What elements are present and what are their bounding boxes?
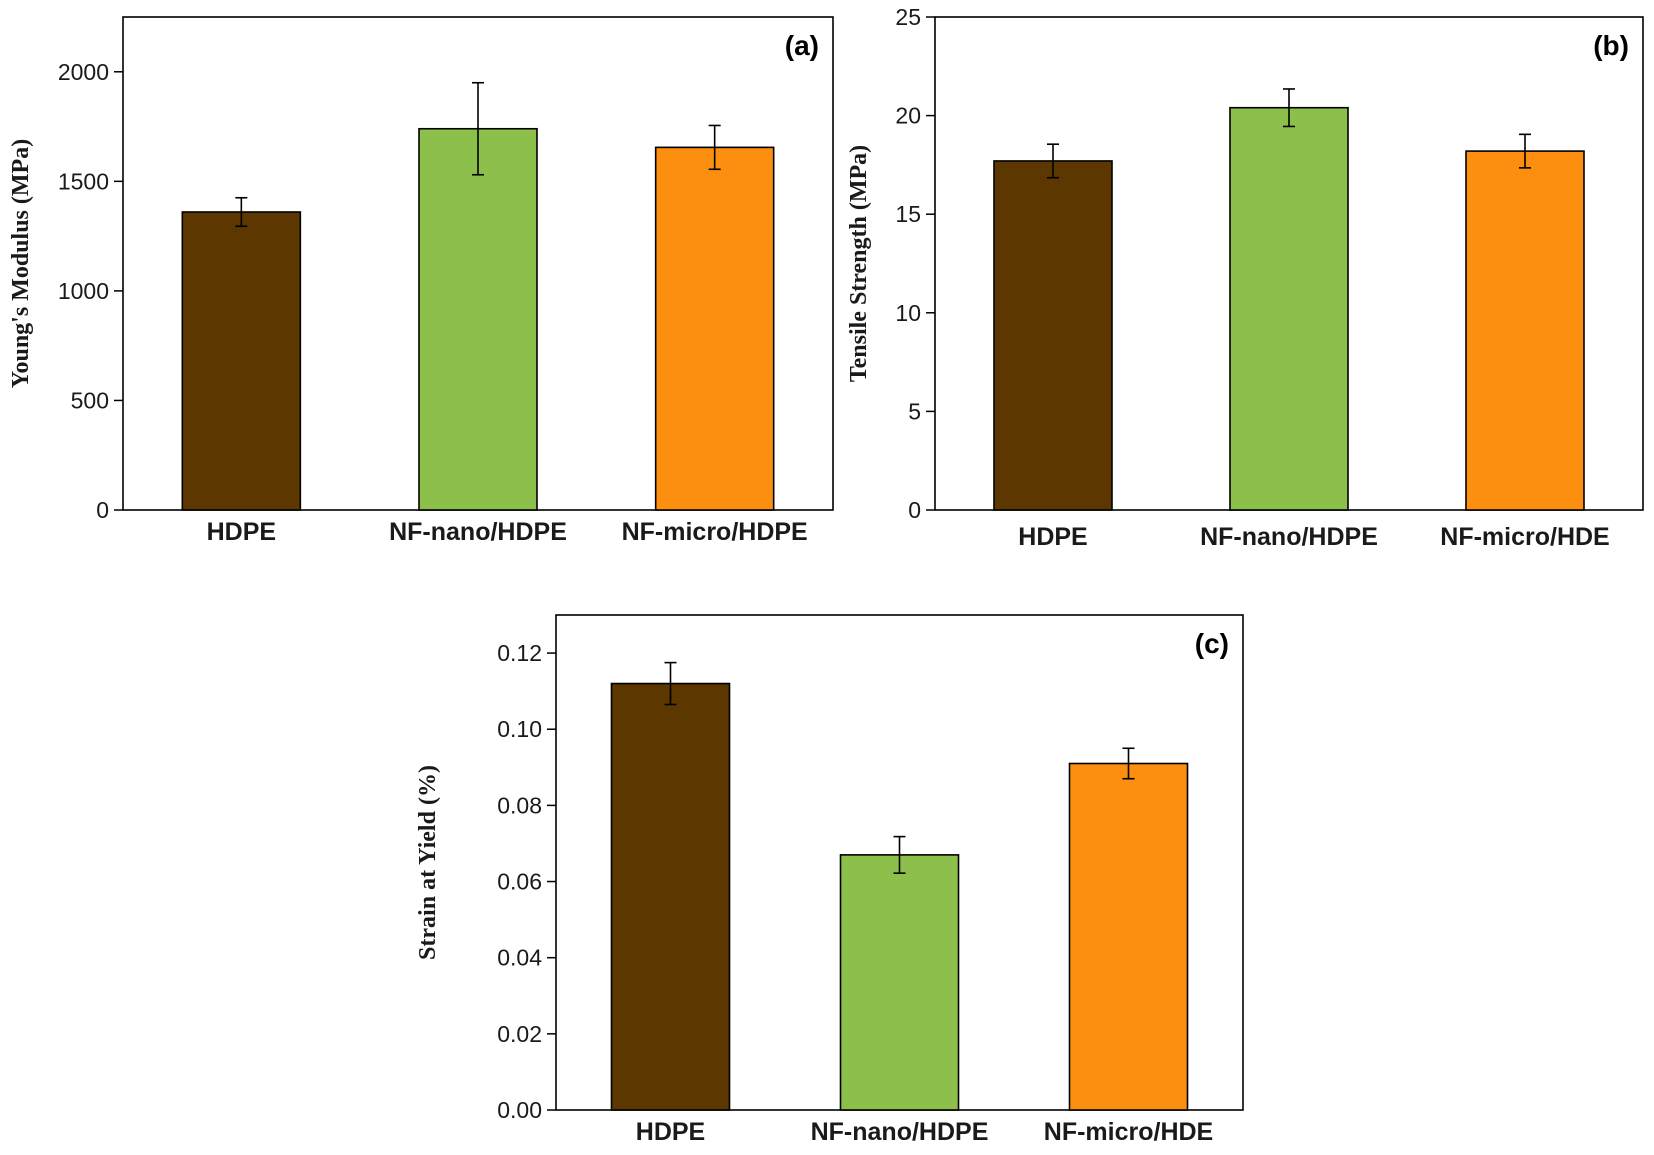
y-tick-label: 0.06	[497, 869, 542, 895]
x-category-label: HDPE	[1018, 523, 1087, 551]
bar-hdpe	[610, 682, 731, 1111]
y-tick-label: 15	[895, 201, 921, 227]
panel-label: (c)	[1195, 628, 1229, 659]
y-tick-label: 0	[908, 497, 921, 523]
panel-label: (b)	[1593, 30, 1629, 61]
y-tick-label: 25	[895, 4, 921, 30]
y-axis-title: Young's Modulus (MPa)	[8, 139, 34, 388]
x-category-label: NF-nano/HDPE	[389, 518, 567, 546]
y-tick-label: 1500	[58, 168, 109, 194]
y-tick-label: 10	[895, 300, 921, 326]
y-tick-label: 0	[96, 497, 109, 523]
bar-nf-micro-hdpe	[654, 146, 775, 511]
y-axis-title: Strain at Yield (%)	[415, 765, 441, 960]
x-category-label: NF-micro/HDPE	[622, 518, 808, 546]
y-tick-label: 0.02	[497, 1021, 542, 1047]
y-tick-label: 500	[71, 387, 109, 413]
panel-b: 0 5 10 15 20 25 Tensile Strength (MPa) (b) HDPE N…	[846, 4, 1644, 551]
x-category-label: NF-nano/HDPE	[1200, 523, 1378, 551]
x-category-label: HDPE	[636, 1118, 705, 1146]
y-tick-label: 2000	[58, 59, 109, 85]
y-tick-label: 0.08	[497, 792, 542, 818]
x-category-label: HDPE	[207, 518, 276, 546]
y-tick-label: 20	[895, 103, 921, 129]
y-tick-label: 0.00	[497, 1097, 542, 1123]
y-tick-label: 5	[908, 398, 921, 424]
x-category-label: NF-micro/HDE	[1044, 1118, 1213, 1146]
y-tick-label: 0.10	[497, 716, 542, 742]
panel-a: 0 500 1000 1500 2000 Young's Modulus (MPa) (a)…	[8, 16, 834, 546]
x-category-label: NF-micro/HDE	[1440, 523, 1609, 551]
bar-nf-nano-hdpe	[418, 127, 538, 511]
y-tick-label: 1000	[58, 278, 109, 304]
bar-nf-micro-hde	[1465, 150, 1585, 511]
x-category-label: NF-nano/HDPE	[811, 1118, 989, 1146]
panel-label: (a)	[785, 30, 819, 61]
bar-nf-nano-hdpe	[1229, 106, 1349, 511]
bar-hdpe	[993, 160, 1113, 511]
y-axis-title: Tensile Strength (MPa)	[846, 145, 872, 382]
y-tick-label: 0.12	[497, 640, 542, 666]
bar-nf-micro-hde	[1068, 762, 1189, 1111]
panel-c: 0.00 0.02 0.04 0.06 0.08 0.10 0.12 Strain at Yi…	[415, 614, 1244, 1146]
bar-hdpe	[181, 211, 302, 511]
bar-nf-nano-hdpe	[839, 854, 960, 1111]
y-tick-label: 0.04	[497, 945, 542, 971]
